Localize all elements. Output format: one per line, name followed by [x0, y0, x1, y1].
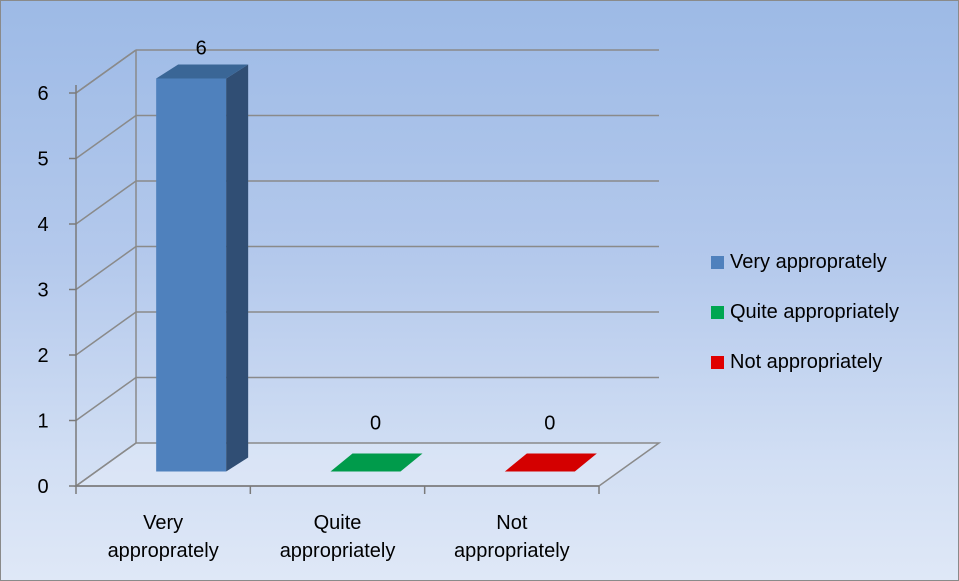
legend-item-very-approprately: Very approprately	[711, 237, 899, 287]
side-wall-line	[75, 311, 137, 356]
legend-item-quite-appropriately: Quite appropriately	[711, 287, 899, 337]
side-wall-line	[75, 442, 137, 487]
bar-front	[156, 78, 227, 472]
x-category-label: Not appropriately	[454, 512, 570, 562]
x-category-label: Quite appropriately	[280, 512, 396, 562]
side-wall-line	[75, 245, 137, 291]
side-wall-line	[75, 114, 137, 160]
legend-item-not-appropriately: Not appropriately	[711, 337, 899, 387]
legend-swatch-icon	[711, 355, 724, 369]
side-wall-line	[75, 180, 137, 225]
y-tick-label: 5	[37, 149, 48, 171]
bar-side	[226, 64, 249, 472]
y-tick-label: 1	[37, 411, 48, 433]
legend-label: Not appropriately	[730, 350, 883, 373]
y-tick-label: 2	[37, 345, 48, 367]
y-tick-label: 0	[37, 476, 48, 498]
legend: Very approprately Quite appropriately No…	[711, 237, 899, 387]
side-wall-line	[75, 49, 137, 94]
bar-top	[330, 453, 423, 472]
side-wall-line	[75, 376, 137, 422]
data-label: 0	[370, 413, 381, 435]
y-tick-label: 3	[37, 280, 48, 302]
y-tick-label: 6	[37, 83, 48, 105]
y-tick-label: 4	[37, 214, 48, 236]
data-label: 6	[196, 38, 207, 60]
bar-top	[156, 64, 249, 79]
legend-swatch-icon	[711, 305, 724, 319]
legend-label: Very approprately	[730, 250, 887, 273]
legend-swatch-icon	[711, 255, 724, 269]
legend-label: Quite appropriately	[730, 300, 899, 323]
bar-top	[504, 453, 597, 472]
data-label: 0	[544, 413, 555, 435]
x-category-label: Very approprately	[108, 512, 219, 562]
